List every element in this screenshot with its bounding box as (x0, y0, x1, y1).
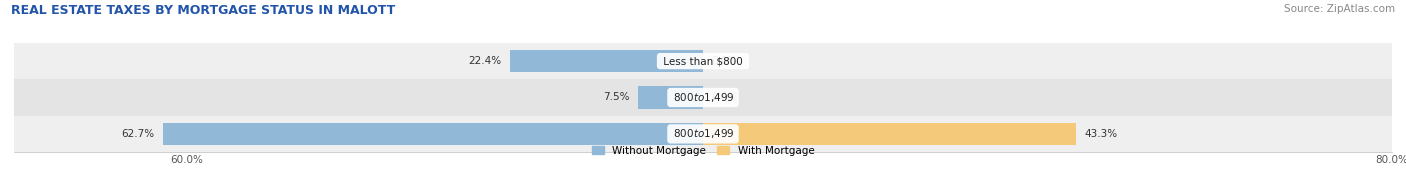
Text: Less than $800: Less than $800 (659, 56, 747, 66)
Text: REAL ESTATE TAXES BY MORTGAGE STATUS IN MALOTT: REAL ESTATE TAXES BY MORTGAGE STATUS IN … (11, 4, 395, 17)
Text: 0.0%: 0.0% (711, 92, 738, 103)
Bar (510, 50, 703, 72)
Bar (14, 43, 1392, 79)
Text: Source: ZipAtlas.com: Source: ZipAtlas.com (1284, 4, 1395, 14)
Legend: Without Mortgage, With Mortgage: Without Mortgage, With Mortgage (592, 146, 814, 156)
Bar (703, 123, 1076, 145)
Bar (14, 79, 1392, 116)
Bar (638, 86, 703, 109)
Text: 7.5%: 7.5% (603, 92, 630, 103)
Bar (14, 116, 1392, 152)
Text: 43.3%: 43.3% (1084, 129, 1118, 139)
Text: $800 to $1,499: $800 to $1,499 (671, 127, 735, 140)
Bar (163, 123, 703, 145)
Text: $800 to $1,499: $800 to $1,499 (671, 91, 735, 104)
Text: 0.0%: 0.0% (711, 56, 738, 66)
Text: 62.7%: 62.7% (121, 129, 155, 139)
Text: 22.4%: 22.4% (468, 56, 502, 66)
